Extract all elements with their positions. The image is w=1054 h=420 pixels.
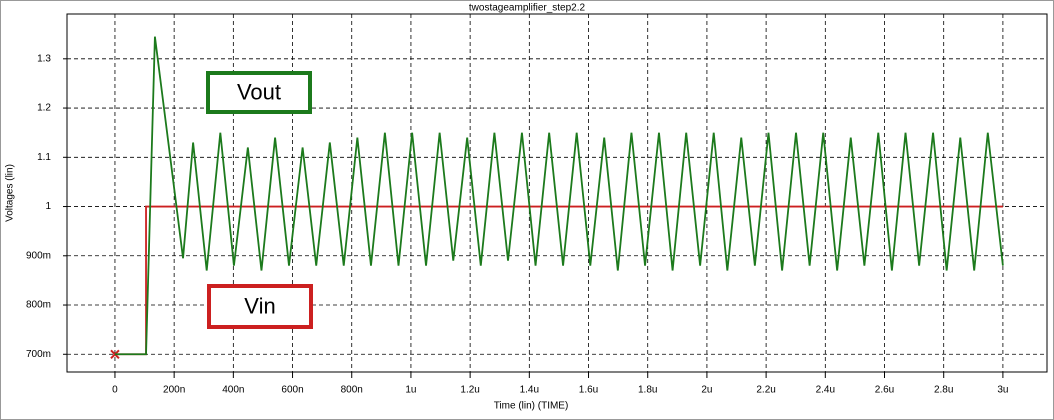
- x-tick-label: 400n: [222, 385, 244, 396]
- x-tick-label: 1.4u: [520, 385, 539, 396]
- y-tick-label: 1.1: [37, 152, 51, 163]
- x-tick-label: 200n: [163, 385, 185, 396]
- chart-title: twostageamplifier_step2.2: [469, 3, 586, 14]
- x-tick-label: 1.6u: [579, 385, 598, 396]
- legend-label: Vout: [237, 79, 281, 104]
- x-tick-label: 2.6u: [875, 385, 894, 396]
- y-axis-label: Voltages (lin): [5, 164, 16, 222]
- y-tick-label: 1.2: [37, 103, 51, 114]
- y-tick-label: 700m: [26, 349, 51, 360]
- legend-box: [207, 284, 313, 329]
- y-tick-label: 900m: [26, 250, 51, 261]
- y-tick-label: 1: [45, 201, 51, 212]
- start-marker: [110, 349, 120, 359]
- y-tick-label: 800m: [26, 300, 51, 311]
- x-tick-label: 1u: [405, 385, 416, 396]
- x-tick-label: 2.2u: [756, 385, 775, 396]
- x-tick-label: 1.8u: [638, 385, 657, 396]
- x-tick-label: 2.4u: [816, 385, 835, 396]
- legend-box: [206, 71, 312, 114]
- x-tick-label: 2.8u: [934, 385, 953, 396]
- x-tick-label: 800n: [341, 385, 363, 396]
- x-axis-label: Time (lin) (TIME): [494, 401, 569, 412]
- legend-label: Vin: [244, 293, 275, 318]
- y-tick-label: 1.3: [37, 53, 51, 64]
- x-tick-label: 600n: [281, 385, 303, 396]
- series-line: [114, 36, 1004, 356]
- x-tick-label: 3u: [997, 385, 1008, 396]
- x-tick-label: 1.2u: [460, 385, 479, 396]
- x-tick-label: 2u: [701, 385, 712, 396]
- x-tick-label: 0: [112, 385, 118, 396]
